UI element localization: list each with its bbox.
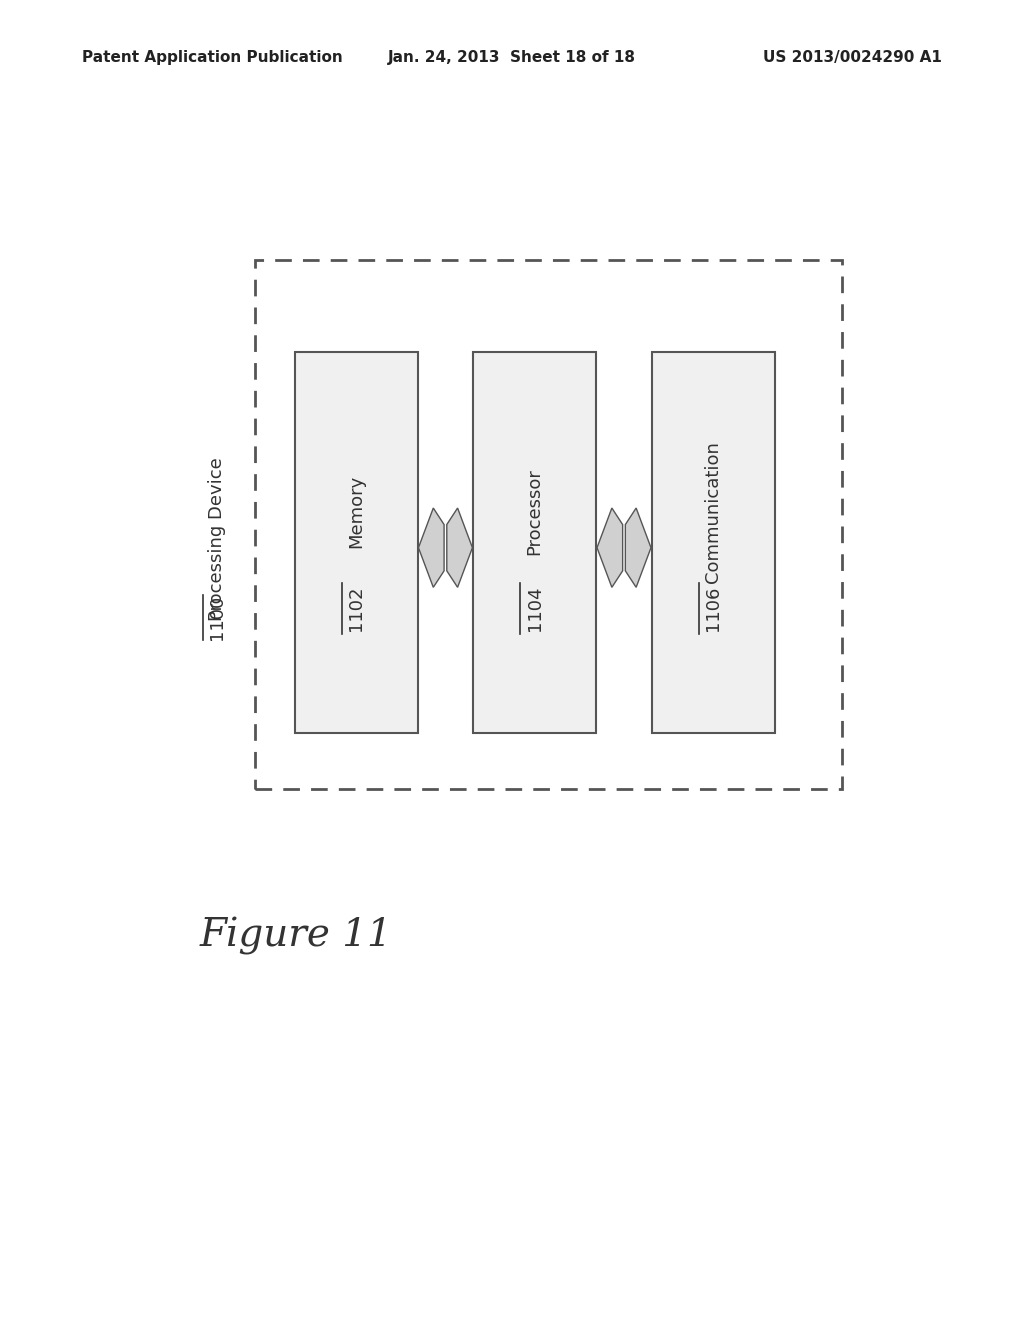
Polygon shape bbox=[626, 508, 651, 587]
Text: Jan. 24, 2013  Sheet 18 of 18: Jan. 24, 2013 Sheet 18 of 18 bbox=[388, 50, 636, 65]
Text: 1106: 1106 bbox=[705, 586, 722, 631]
Text: Patent Application Publication: Patent Application Publication bbox=[82, 50, 343, 65]
Text: 1102: 1102 bbox=[347, 585, 366, 631]
Text: 1100: 1100 bbox=[208, 595, 226, 640]
Text: Processor: Processor bbox=[525, 469, 544, 554]
Text: US 2013/0024290 A1: US 2013/0024290 A1 bbox=[763, 50, 942, 65]
Text: Communication: Communication bbox=[705, 441, 722, 582]
Bar bbox=[295, 351, 418, 733]
Text: Figure 11: Figure 11 bbox=[200, 917, 392, 954]
Bar bbox=[255, 260, 842, 788]
Bar bbox=[652, 351, 775, 733]
Polygon shape bbox=[446, 508, 472, 587]
Bar bbox=[473, 351, 596, 733]
Text: Processing Device: Processing Device bbox=[208, 458, 226, 622]
Text: 1104: 1104 bbox=[525, 585, 544, 631]
Polygon shape bbox=[597, 508, 623, 587]
Polygon shape bbox=[419, 508, 444, 587]
Text: Memory: Memory bbox=[347, 475, 366, 548]
